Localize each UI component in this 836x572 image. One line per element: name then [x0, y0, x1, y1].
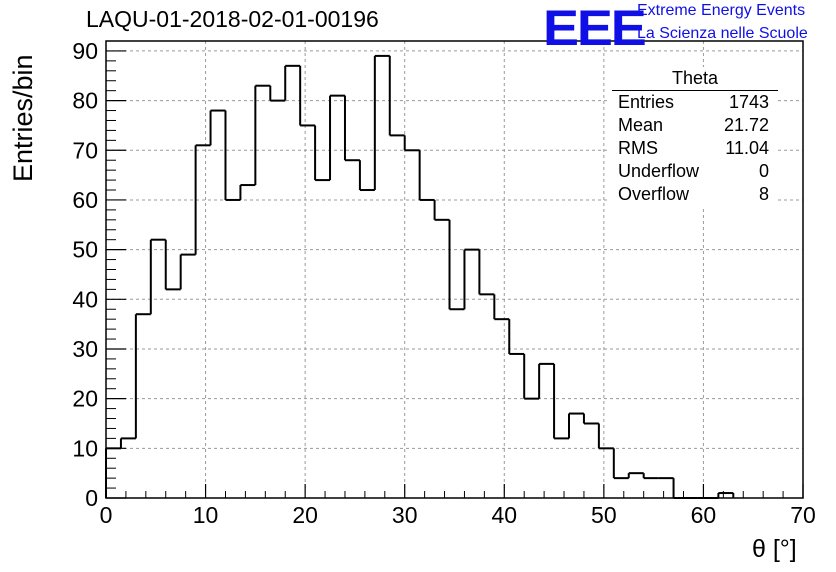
chart-title: LAQU-01-2018-02-01-00196	[86, 6, 379, 32]
y-tick-label: 40	[72, 286, 98, 312]
x-tick-label: 50	[591, 502, 617, 528]
stats-row-entries: Entries 1743	[610, 91, 778, 114]
stats-row-rms: RMS 11.04	[610, 137, 778, 160]
axis-ticks	[105, 40, 804, 499]
y-tick-label: 60	[72, 187, 98, 213]
stats-row-mean: Mean 21.72	[610, 114, 778, 137]
stats-value: 8	[758, 184, 769, 204]
logo-text-line2: La Scienza nelle Scuole	[637, 25, 808, 42]
stats-label: Mean	[618, 115, 664, 135]
x-tick-label: 60	[691, 502, 717, 528]
stats-box: Theta Entries 1743 Mean 21.72 RMS 11.04 …	[610, 67, 778, 206]
y-tick-label: 90	[72, 38, 98, 64]
stats-value: 1743	[728, 92, 769, 112]
x-axis-label: θ [°]	[752, 535, 797, 563]
y-axis-label: Entries/bin	[8, 54, 38, 182]
stats-value: 0	[758, 161, 769, 181]
y-tick-label: 10	[72, 435, 98, 461]
stats-row-overflow: Overflow 8	[610, 183, 778, 206]
stats-value: 11.04	[725, 138, 769, 158]
x-tick-label: 10	[193, 502, 219, 528]
x-tick-label: 0	[100, 502, 113, 528]
logo-text-line1: Extreme Energy Events	[637, 2, 806, 19]
stats-row-underflow: Underflow 0	[610, 160, 778, 183]
x-tick-label: 40	[491, 502, 517, 528]
x-tick-label: 20	[292, 502, 318, 528]
stats-label: Entries	[618, 92, 675, 112]
y-tick-label: 50	[72, 237, 98, 263]
y-tick-label: 70	[72, 137, 98, 163]
stats-value: 21.72	[723, 115, 769, 135]
x-tick-label: 30	[392, 502, 418, 528]
grid-lines	[106, 41, 803, 498]
stats-label: Underflow	[618, 161, 700, 181]
stats-title: Theta	[612, 67, 778, 91]
stats-label: RMS	[618, 138, 658, 158]
stats-label: Overflow	[618, 184, 690, 204]
y-tick-label: 20	[72, 386, 98, 412]
y-tick-label: 30	[72, 336, 98, 362]
y-tick-label: 80	[72, 88, 98, 114]
y-tick-label: 0	[85, 485, 98, 511]
x-tick-label: 70	[790, 502, 816, 528]
eee-logo: EEE	[543, 0, 647, 56]
